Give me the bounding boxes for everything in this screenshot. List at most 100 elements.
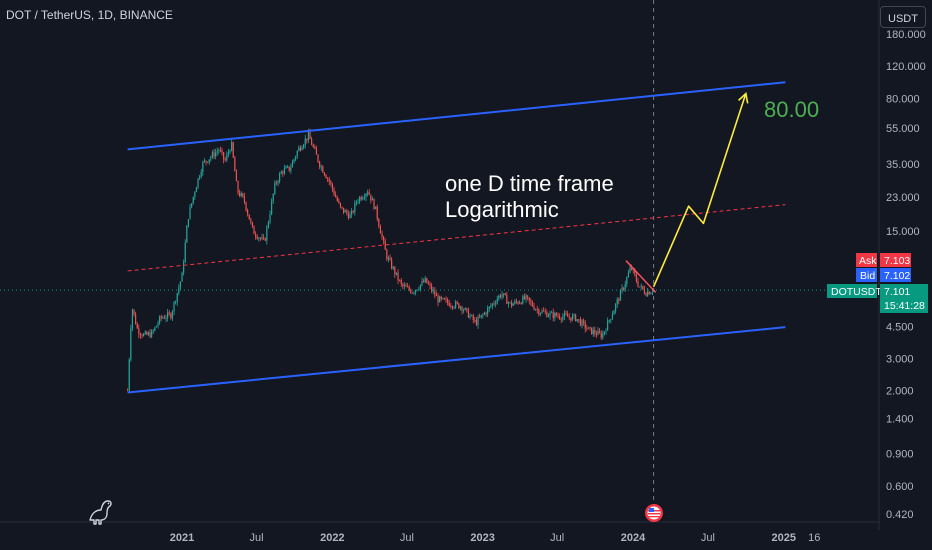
candle-body (226, 154, 228, 161)
price-tick-label: 4.500 (886, 321, 914, 333)
candle-body (485, 312, 487, 315)
candle-body (399, 280, 401, 281)
price-candles (127, 128, 654, 393)
price-tick-label: 0.420 (886, 509, 914, 521)
candle-body (423, 281, 425, 283)
candle-body (591, 327, 593, 335)
candle-body (547, 315, 550, 317)
candle-body (248, 214, 250, 220)
currency-button[interactable]: USDT (880, 6, 926, 28)
candle-body (541, 310, 543, 314)
candle-body (615, 304, 617, 311)
candle-body (155, 325, 158, 328)
candle-body (277, 181, 279, 183)
candle-body (127, 390, 129, 392)
candle-body (216, 151, 218, 153)
candle-body (464, 308, 466, 310)
candle-body (234, 157, 236, 172)
time-tick-label: 2023 (470, 532, 494, 544)
candle-body (495, 303, 497, 304)
candle-body (605, 330, 607, 332)
candle-body (635, 274, 638, 282)
annotation-text[interactable]: one D time frame Logarithmic (445, 171, 614, 222)
candle-body (480, 314, 482, 318)
candle-body (271, 200, 273, 215)
candle-body (143, 333, 145, 337)
symbol-label-bg (827, 284, 877, 298)
candle-body (389, 257, 391, 260)
candle-body (618, 299, 620, 301)
candle-body (453, 307, 455, 308)
candle-body (211, 152, 214, 158)
candle-body (514, 301, 516, 304)
candle-body (251, 222, 254, 227)
candle-body (199, 176, 201, 179)
us-flag-event-icon[interactable] (645, 504, 663, 522)
candle-body (319, 161, 321, 168)
time-scale[interactable]: 2021 Jul 2022 Jul 2023 Jul 2024 Jul 2025 16 (0, 521, 879, 544)
candle-body (336, 197, 338, 201)
candle-body (285, 167, 287, 169)
price-tick-label: 180.000 (886, 29, 926, 41)
candle-body (643, 289, 646, 294)
projection-arrowhead (738, 91, 749, 104)
dinosaur-logo-icon[interactable] (89, 500, 112, 525)
channel-lower-line[interactable] (127, 326, 786, 394)
candle-body (408, 286, 410, 290)
candle-body (352, 211, 354, 212)
price-tick-label: 2.000 (886, 385, 914, 397)
candle-body (213, 152, 215, 157)
candle-body (136, 324, 138, 329)
candle-body (416, 289, 418, 291)
candle-body (571, 315, 574, 321)
candle-body (559, 316, 561, 319)
candle-body (647, 291, 649, 296)
candle-body (189, 207, 191, 220)
candle-body (450, 306, 452, 307)
candle-body (581, 320, 583, 326)
candle-body (167, 312, 169, 318)
candle-body (570, 317, 572, 321)
candle-body (215, 152, 217, 157)
candle-body (555, 313, 558, 316)
symbol-title[interactable]: DOT / TetherUS, 1D, BINANCE (6, 8, 173, 22)
candle-body (413, 292, 415, 294)
candle-body (360, 197, 362, 200)
candle-body (411, 292, 414, 294)
candle-body (626, 277, 628, 285)
candle-body (223, 152, 225, 160)
candle-body (467, 309, 470, 318)
candle-body (587, 327, 590, 329)
candle-body (240, 193, 242, 196)
candle-body (557, 315, 559, 317)
candle-body (221, 150, 223, 153)
candle-body (627, 272, 630, 278)
candle-body (247, 210, 249, 215)
candle-body (435, 295, 438, 297)
time-tick-label: 2025 (772, 532, 796, 544)
candle-body (519, 302, 521, 304)
channel-upper-line[interactable] (127, 81, 786, 151)
candle-body (255, 234, 257, 237)
candle-body (442, 298, 444, 299)
breakout-trendline[interactable] (625, 260, 657, 293)
candle-body (443, 298, 446, 300)
projection-path[interactable] (652, 93, 747, 288)
candle-body (600, 332, 602, 338)
candle-body (304, 138, 306, 146)
channel-midline[interactable] (127, 204, 786, 272)
candle-body (328, 178, 330, 182)
candle-body (631, 267, 633, 270)
candle-body (563, 313, 566, 317)
candle-body (152, 330, 154, 332)
drawing-layer[interactable] (127, 81, 786, 394)
candle-body (203, 160, 206, 162)
candle-body (536, 309, 538, 311)
candle-body (384, 241, 386, 250)
candle-body (239, 192, 241, 196)
candle-body (231, 142, 233, 151)
candle-body (515, 301, 518, 302)
candle-body (146, 331, 148, 335)
candle-body (517, 301, 519, 304)
